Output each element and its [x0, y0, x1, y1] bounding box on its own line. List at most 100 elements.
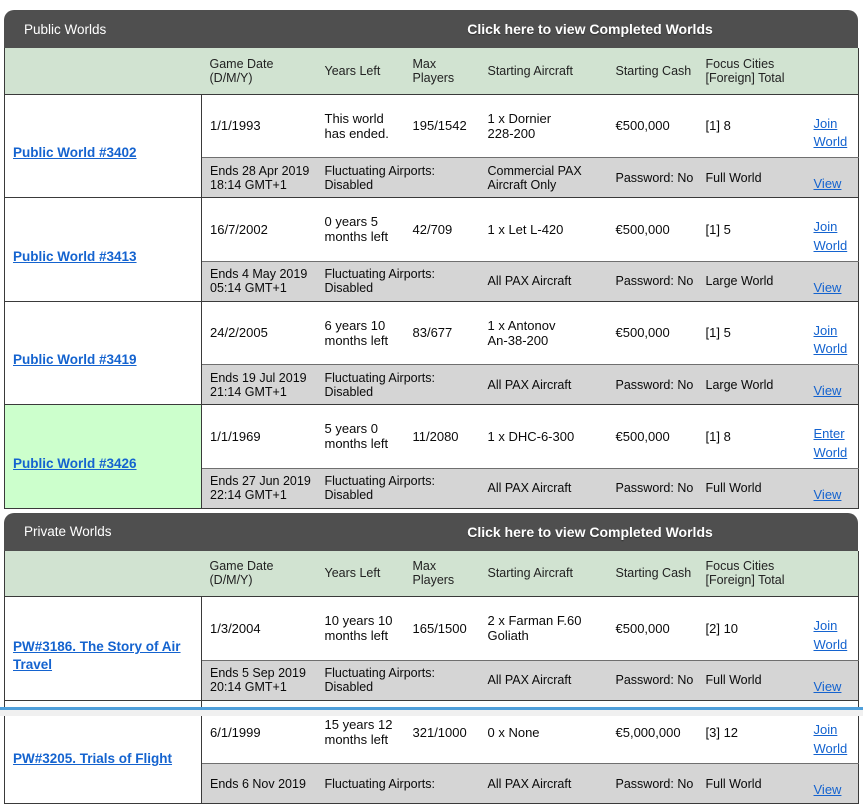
world-row-details: Ends 28 Apr 2019 18:14 GMT+1 Fluctuating…	[5, 157, 859, 198]
join-cell: Join World	[805, 93, 859, 158]
header-game-date: Game Date (D/M/Y)	[201, 48, 317, 95]
join-world-link[interactable]: Join World	[813, 219, 848, 253]
focus-cities-cell: [1] 5	[697, 197, 806, 262]
header-max-players: Max Players	[404, 550, 480, 598]
starting-cash-cell: €500,000	[607, 596, 698, 661]
world-link[interactable]: Public World #3419	[13, 352, 137, 368]
world-name-cell: Public World #3413	[4, 197, 202, 302]
header-starting-aircraft: Starting Aircraft	[479, 48, 608, 95]
header-game-date: Game Date (D/M/Y)	[201, 550, 317, 598]
aircraft-class-cell: All PAX Aircraft	[479, 763, 608, 804]
world-link[interactable]: Public World #3426	[13, 455, 137, 471]
world-link[interactable]: PW#3186. The Story of Air Travel	[13, 638, 181, 672]
starting-aircraft-cell: 2 x Farman F.60 Goliath	[479, 596, 608, 661]
world-link[interactable]: Public World #3402	[13, 145, 137, 161]
below-window-area	[0, 710, 863, 716]
password-cell: Password: No	[607, 467, 698, 509]
join-world-link[interactable]: Join World	[813, 115, 848, 150]
private-worlds-table: Game Date (D/M/Y) Years Left Max Players…	[4, 550, 859, 804]
private-worlds-section: Private Worlds Click here to view Comple…	[4, 512, 859, 804]
fluctuating-airports-cell: Fluctuating Airports:	[316, 763, 480, 804]
years-left-cell: 0 years 5 months left	[316, 197, 405, 262]
ends-date-cell: Ends 4 May 2019 05:14 GMT+1	[201, 260, 317, 302]
completed-worlds-link[interactable]: Click here to view Completed Worlds	[467, 523, 713, 540]
view-cell: View	[805, 659, 859, 701]
header-action	[805, 550, 859, 598]
public-worlds-table: Game Date (D/M/Y) Years Left Max Players…	[4, 48, 859, 509]
header-starting-cash: Starting Cash	[607, 550, 698, 598]
view-world-link[interactable]: View	[813, 279, 842, 295]
view-world-link[interactable]: View	[813, 486, 842, 502]
world-row-details: Ends 5 Sep 2019 20:14 GMT+1 Fluctuating …	[5, 659, 859, 701]
aircraft-class-cell: All PAX Aircraft	[479, 364, 608, 405]
world-row-details: Ends 4 May 2019 05:14 GMT+1 Fluctuating …	[5, 260, 859, 302]
game-date-cell: 1/1/1969	[201, 404, 317, 469]
view-world-link[interactable]: View	[813, 678, 842, 694]
view-cell: View	[805, 467, 859, 509]
world-name-cell: Public World #3419	[4, 300, 202, 405]
starting-cash-cell: €500,000	[607, 197, 698, 262]
years-left-cell: This world has ended.	[316, 93, 405, 158]
world-name-cell: Public World #3402	[4, 93, 202, 198]
world-link[interactable]: Public World #3413	[13, 248, 137, 264]
world-size-cell: Large World	[697, 260, 806, 302]
starting-cash-cell: €500,000	[607, 93, 698, 158]
password-cell: Password: No	[607, 763, 698, 804]
password-cell: Password: No	[607, 260, 698, 302]
aircraft-class-cell: All PAX Aircraft	[479, 467, 608, 509]
header-focus-cities: Focus Cities [Foreign] Total	[697, 550, 806, 598]
join-cell: Join World	[805, 197, 859, 262]
view-cell: View	[805, 364, 859, 405]
join-world-link[interactable]: Join World	[813, 322, 848, 357]
view-world-link[interactable]: View	[813, 383, 842, 399]
world-row-main: Public World #3413 16/7/2002 0 years 5 m…	[4, 197, 859, 302]
starting-cash-cell: €500,000	[607, 300, 698, 365]
world-row-details: Ends 19 Jul 2019 21:14 GMT+1 Fluctuating…	[5, 364, 859, 405]
world-link[interactable]: PW#3205. Trials of Flight	[13, 751, 173, 767]
header-max-players: Max Players	[404, 48, 480, 95]
world-size-cell: Full World	[697, 659, 806, 701]
join-world-link[interactable]: Enter World	[813, 426, 848, 460]
header-starting-cash: Starting Cash	[607, 48, 698, 95]
join-world-link[interactable]: Join World	[813, 618, 848, 652]
world-row-main: Public World #3419 24/2/2005 6 years 10 …	[4, 300, 859, 405]
private-worlds-header-bar: Private Worlds Click here to view Comple…	[4, 512, 858, 551]
join-world-link[interactable]: Join World	[813, 721, 848, 756]
max-players-cell: 83/677	[404, 300, 480, 365]
header-years-left: Years Left	[316, 48, 405, 95]
view-world-link[interactable]: View	[813, 176, 842, 192]
ends-date-cell: Ends 19 Jul 2019 21:14 GMT+1	[201, 364, 317, 405]
years-left-cell: 6 years 10 months left	[316, 300, 405, 365]
header-action	[805, 48, 859, 95]
fluctuating-airports-cell: Fluctuating Airports: Disabled	[316, 260, 480, 302]
world-row-main: Public World #3426 1/1/1969 5 years 0 mo…	[4, 404, 859, 509]
game-date-cell: 24/2/2005	[201, 300, 317, 365]
header-name	[4, 48, 202, 95]
world-size-cell: Full World	[697, 157, 806, 198]
years-left-cell: 5 years 0 months left	[316, 404, 405, 469]
completed-worlds-link[interactable]: Click here to view Completed Worlds	[467, 21, 713, 37]
world-row-main: PW#3186. The Story of Air Travel 1/3/200…	[4, 596, 859, 701]
public-worlds-section: Public Worlds Click here to view Complet…	[4, 10, 859, 509]
ends-date-cell: Ends 6 Nov 2019	[201, 763, 317, 804]
focus-cities-cell: [2] 10	[697, 596, 806, 661]
view-cell: View	[805, 260, 859, 302]
world-name-cell: Public World #3426	[4, 404, 202, 509]
view-world-link[interactable]: View	[813, 782, 842, 798]
password-cell: Password: No	[607, 157, 698, 198]
header-years-left: Years Left	[316, 550, 405, 598]
window-bottom-edge	[0, 707, 863, 710]
game-date-cell: 1/1/1993	[201, 93, 317, 158]
starting-cash-cell: €500,000	[607, 404, 698, 469]
fluctuating-airports-cell: Fluctuating Airports: Disabled	[316, 364, 480, 405]
aircraft-class-cell: All PAX Aircraft	[479, 260, 608, 302]
focus-cities-cell: [1] 8	[697, 404, 806, 469]
game-date-cell: 16/7/2002	[201, 197, 317, 262]
table-header-row: Game Date (D/M/Y) Years Left Max Players…	[4, 550, 859, 598]
fluctuating-airports-cell: Fluctuating Airports: Disabled	[316, 467, 480, 509]
ends-date-cell: Ends 28 Apr 2019 18:14 GMT+1	[201, 157, 317, 198]
ends-date-cell: Ends 27 Jun 2019 22:14 GMT+1	[201, 467, 317, 509]
starting-aircraft-cell: 1 x Dornier 228-200	[479, 93, 608, 158]
section-title: Public Worlds	[24, 21, 107, 37]
